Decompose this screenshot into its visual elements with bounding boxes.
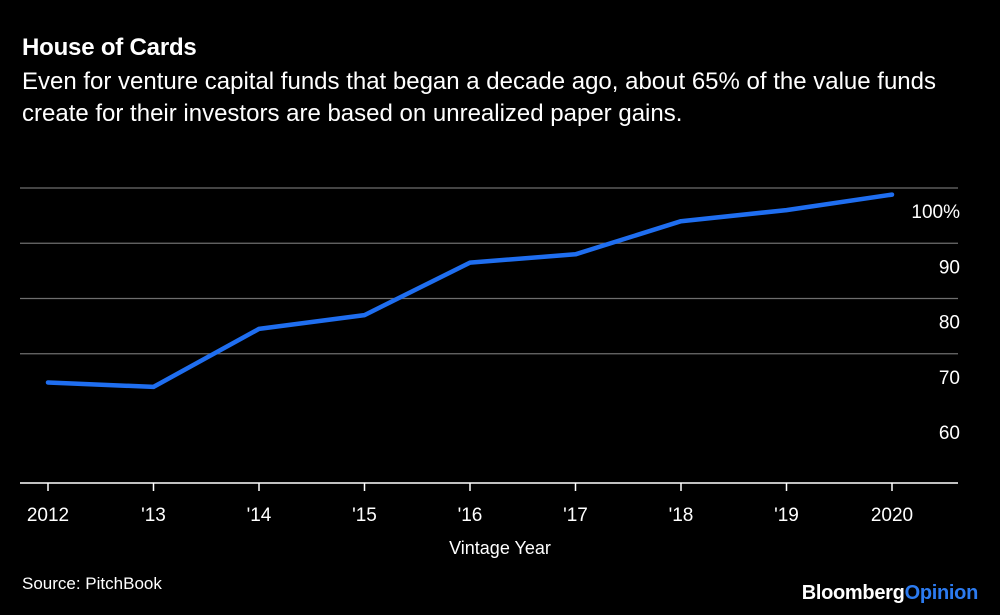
x-tick-label: '17 bbox=[563, 505, 588, 526]
x-tick-label: '15 bbox=[352, 505, 377, 526]
y-tick-label: 100% bbox=[911, 202, 960, 223]
data-point bbox=[890, 192, 894, 197]
x-axis-ticks: 2012 '13 '14 '15 '16 '17 '18 '19 2020 bbox=[27, 483, 913, 526]
y-tick-label: 60 bbox=[939, 423, 960, 444]
data-point bbox=[679, 219, 683, 224]
data-point bbox=[362, 313, 367, 318]
brand-main: Bloomberg bbox=[801, 582, 905, 604]
bloomberg-opinion-logo: BloombergOpinion bbox=[801, 582, 979, 605]
data-point bbox=[468, 260, 472, 265]
series-layer bbox=[45, 192, 895, 390]
data-point bbox=[573, 252, 578, 257]
y-tick-label: 80 bbox=[939, 313, 960, 334]
data-point bbox=[257, 326, 261, 331]
x-tick-label: 2012 bbox=[27, 505, 69, 526]
x-tick-label: '13 bbox=[141, 505, 166, 526]
y-tick-label: 70 bbox=[939, 368, 960, 389]
series-line bbox=[45, 192, 895, 390]
x-tick-label: '19 bbox=[774, 505, 799, 526]
y-axis-ticks: 60 70 80 90 100% bbox=[911, 202, 960, 444]
x-tick-label: '14 bbox=[247, 505, 272, 526]
source-note: Source: PitchBook bbox=[22, 574, 162, 593]
y-tick-label: 90 bbox=[939, 257, 960, 278]
data-point bbox=[151, 384, 156, 389]
chart-title: House of Cards bbox=[22, 34, 197, 61]
x-tick-label: '16 bbox=[458, 505, 483, 526]
gridlines bbox=[20, 187, 958, 484]
x-axis-label: Vintage Year bbox=[449, 538, 551, 558]
x-tick-label: '18 bbox=[669, 505, 694, 526]
x-tick-label: 2020 bbox=[871, 505, 913, 526]
brand-accent: Opinion bbox=[904, 582, 979, 604]
data-point bbox=[784, 208, 789, 213]
chart-subtitle: Even for venture capital funds that bega… bbox=[22, 68, 936, 127]
data-point bbox=[46, 380, 50, 385]
